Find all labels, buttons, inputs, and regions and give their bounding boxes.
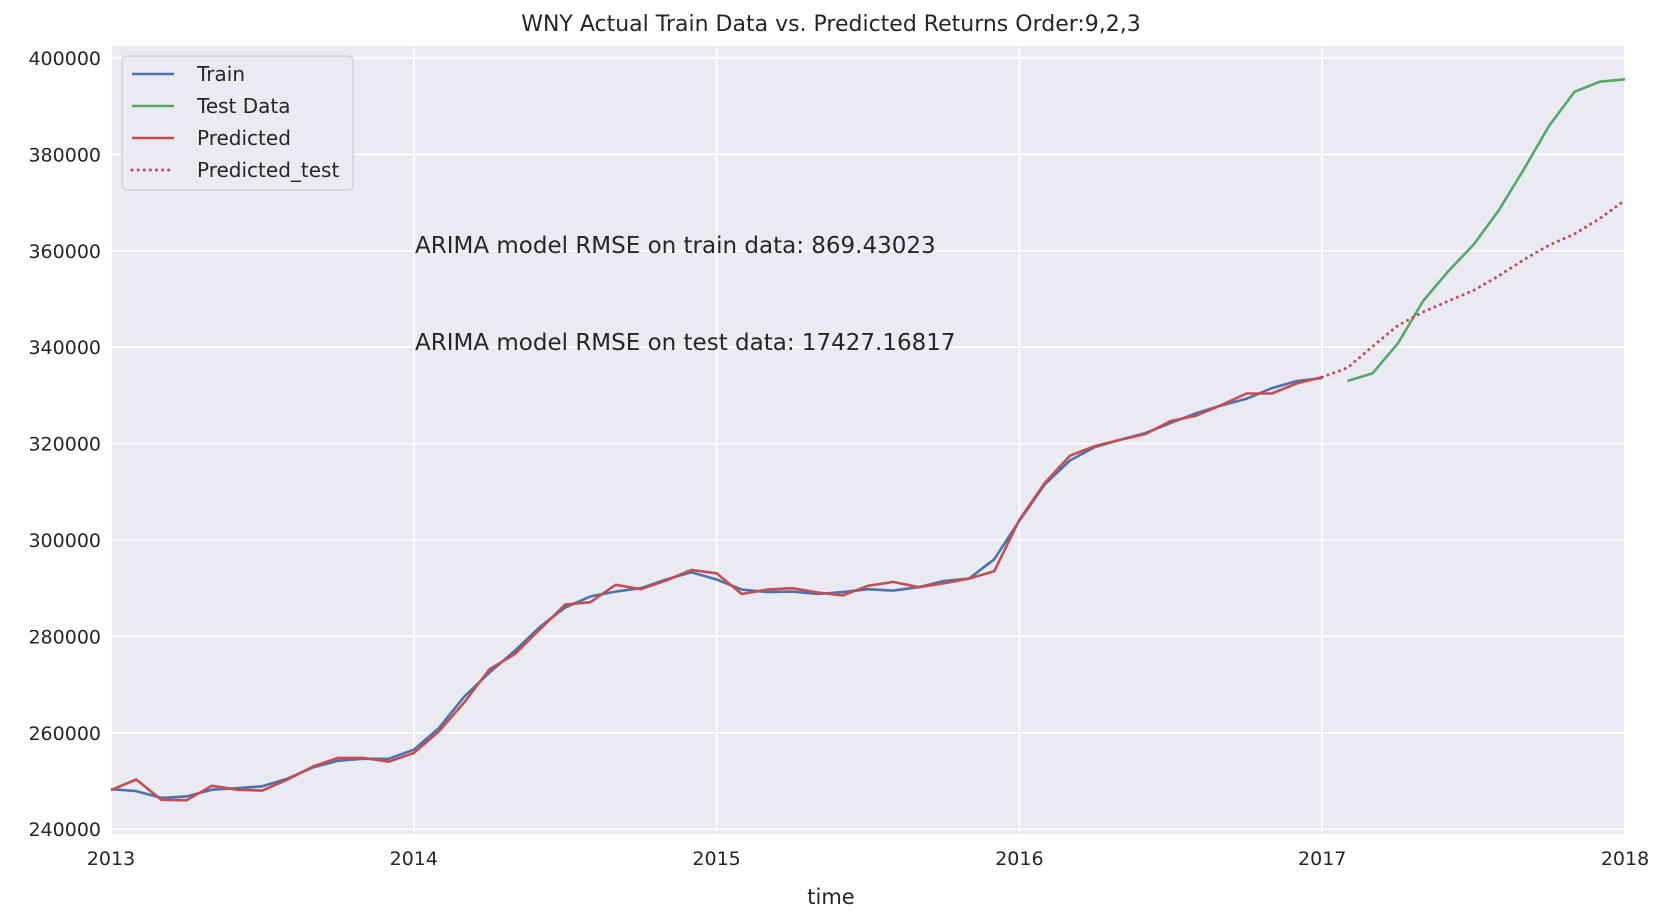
legend-label-predicted: Predicted: [197, 126, 291, 150]
y-tick-label: 240000: [28, 819, 101, 841]
legend-box: [121, 55, 354, 191]
y-tick-label: 400000: [28, 48, 101, 70]
x-tick-label: 2015: [692, 848, 740, 870]
y-tick-label: 320000: [28, 434, 101, 456]
x-tick-label: 2013: [87, 848, 135, 870]
plot-area: [111, 46, 1625, 834]
y-axis-ticks: 240000 260000 280000 300000 320000 340000 3600…: [28, 48, 101, 841]
grid: [110, 46, 1626, 834]
legend-label-test-data: Test Data: [196, 94, 291, 118]
legend-label-predicted-test: Predicted_test: [197, 158, 339, 182]
x-tick-label: 2016: [995, 848, 1043, 870]
x-tick-label: 2017: [1298, 848, 1346, 870]
y-tick-label: 260000: [28, 723, 101, 745]
series-test-data-line: [1347, 78, 1626, 383]
series-lines: [110, 78, 1627, 802]
annotation-test-rmse: ARIMA model RMSE on test data: 17427.168…: [415, 330, 956, 356]
legend-label-train: Train: [196, 62, 245, 86]
series-predicted-test-line: [1320, 198, 1627, 379]
chart-title: WNY Actual Train Data vs. Predicted Retu…: [521, 12, 1141, 37]
y-tick-label: 300000: [28, 530, 101, 552]
series-predicted-line: [110, 375, 1323, 802]
legend: Train Test Data Predicted Predicted_test: [121, 55, 354, 191]
annotation-train-rmse: ARIMA model RMSE on train data: 869.4302…: [415, 233, 936, 259]
y-tick-label: 380000: [28, 144, 101, 166]
x-axis-label: time: [807, 885, 854, 909]
y-tick-label: 280000: [28, 626, 101, 648]
y-tick-label: 340000: [28, 337, 101, 359]
y-tick-label: 360000: [28, 241, 101, 263]
x-axis-ticks: 2013 2014 2015 2016 2017 2018: [87, 848, 1649, 870]
x-tick-label: 2014: [390, 848, 438, 870]
x-tick-label: 2018: [1601, 848, 1649, 870]
